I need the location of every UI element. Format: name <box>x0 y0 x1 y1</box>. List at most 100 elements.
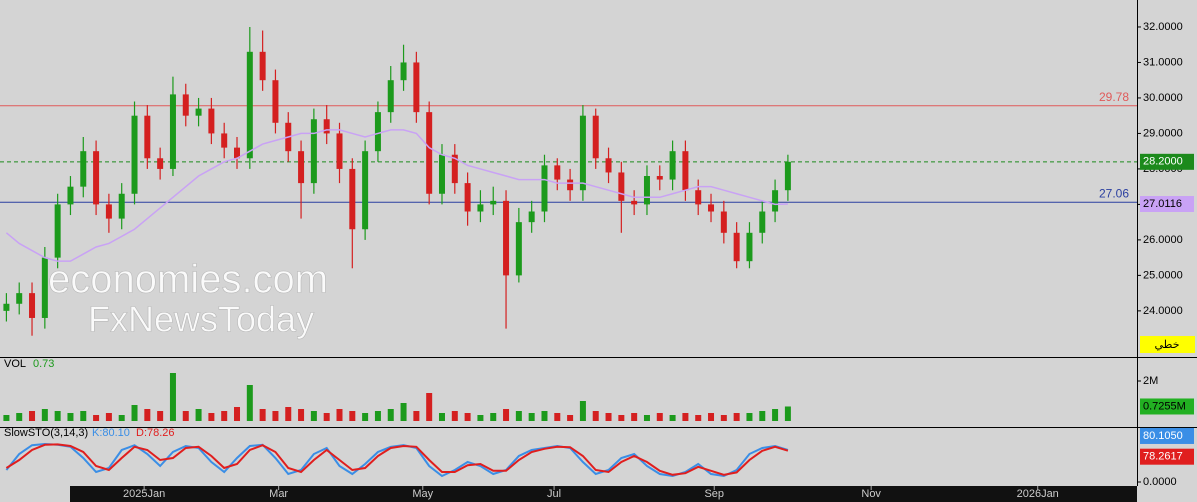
candle-body <box>541 165 548 212</box>
candle-body <box>567 179 574 191</box>
volume-bar <box>349 411 356 421</box>
value-box-label: 28.2000 <box>1143 156 1183 168</box>
candle-body <box>67 186 74 205</box>
volume-bar <box>310 411 317 421</box>
volume-bar <box>426 393 433 421</box>
volume-bar <box>643 415 650 421</box>
candle-body <box>579 115 586 191</box>
x-tick-label: Jul <box>547 488 561 500</box>
candle-body <box>54 204 61 258</box>
volume-bar <box>413 411 420 421</box>
value-box-label: 78.2617 <box>1143 451 1183 463</box>
volume-bar <box>733 413 740 421</box>
candle-body <box>362 151 369 230</box>
candle-body <box>323 119 330 134</box>
volume-bar <box>80 411 87 421</box>
value-box-label: 27.0116 <box>1143 198 1182 210</box>
volume-bar <box>67 413 74 421</box>
volume-bar <box>618 415 625 421</box>
candle-body <box>733 232 740 262</box>
x-tick-label: 2025Jan <box>123 488 165 500</box>
volume-bar <box>298 409 305 421</box>
value-box <box>1140 427 1194 444</box>
candle-body <box>400 62 407 81</box>
moving-average <box>5 129 788 262</box>
volume-bar <box>374 411 381 421</box>
candle-body <box>631 200 638 205</box>
candle-body <box>387 80 394 113</box>
volume-bar <box>592 411 599 421</box>
x-tick-label: Mar <box>269 488 288 500</box>
volume-bar <box>759 411 766 421</box>
panel-title: SlowSTO(3,14,3) <box>4 427 88 439</box>
y-tick-label: 26.0000 <box>1143 234 1183 246</box>
volume-bar <box>451 411 458 421</box>
candle-body <box>131 115 138 194</box>
volume-bar <box>656 413 663 421</box>
value-box-label: 0.7255M <box>1143 400 1186 412</box>
volume-bar <box>105 413 112 421</box>
candle-body <box>554 165 561 180</box>
volume-bar <box>579 401 586 421</box>
candle-body <box>80 151 87 187</box>
volume-bar <box>272 411 279 421</box>
volume-bar <box>541 411 548 421</box>
volume-bar <box>477 415 484 421</box>
candle-body <box>477 204 484 212</box>
candle-body <box>272 80 279 123</box>
value-box <box>1140 153 1194 170</box>
candle-body <box>259 51 266 81</box>
candle-body <box>426 112 433 194</box>
y-tick-label: 30.0000 <box>1143 92 1183 104</box>
volume-bar <box>118 415 125 421</box>
y-tick-label: 32.0000 <box>1143 21 1183 33</box>
mode-button-label[interactable]: خطي <box>1155 339 1180 351</box>
candle-body <box>298 151 305 184</box>
candle-body <box>16 293 23 304</box>
volume-bar <box>503 409 510 421</box>
volume-bar <box>246 385 253 421</box>
legend-entry: D:78.26 <box>136 427 175 439</box>
volume-bar <box>259 409 266 421</box>
candle-body <box>503 200 510 276</box>
value-box <box>1140 448 1194 465</box>
candle-body <box>656 176 663 180</box>
volume-bar <box>195 409 202 421</box>
candle-body <box>3 303 10 311</box>
volume-bar <box>772 409 779 421</box>
volume-bar <box>182 411 189 421</box>
candle-body <box>695 190 702 205</box>
oscillator-line <box>5 443 789 476</box>
x-tick-label: 2026Jan <box>1017 488 1059 500</box>
volume-bar <box>387 409 394 421</box>
y-tick-label: 0.0000 <box>1143 476 1177 488</box>
volume-bar <box>720 415 727 421</box>
y-tick-label: 2M <box>1143 375 1158 387</box>
candle-body <box>246 51 253 159</box>
legend-entry: K:80.10 <box>92 427 130 439</box>
candle-body <box>772 190 779 212</box>
candle-body <box>438 154 445 194</box>
candle-body <box>784 161 791 191</box>
volume-bar <box>400 403 407 421</box>
volume-bar <box>169 373 176 421</box>
y-tick-label: 29.0000 <box>1143 127 1183 139</box>
candle-body <box>374 112 381 152</box>
volume-bar <box>93 415 100 421</box>
volume-bar <box>285 407 292 421</box>
volume-bar <box>16 413 23 421</box>
value-box <box>1140 398 1194 415</box>
volume-bar <box>41 409 48 421</box>
x-tick-label: Nov <box>861 488 881 500</box>
candle-body <box>515 222 522 276</box>
candle-body <box>759 211 766 233</box>
candle-body <box>105 204 112 219</box>
mode-button[interactable] <box>1140 336 1195 353</box>
candle-body <box>157 158 164 169</box>
volume-bar <box>708 413 715 421</box>
candle-body <box>618 172 625 201</box>
volume-bar <box>54 411 61 421</box>
panel-value: 0.73 <box>33 358 54 370</box>
